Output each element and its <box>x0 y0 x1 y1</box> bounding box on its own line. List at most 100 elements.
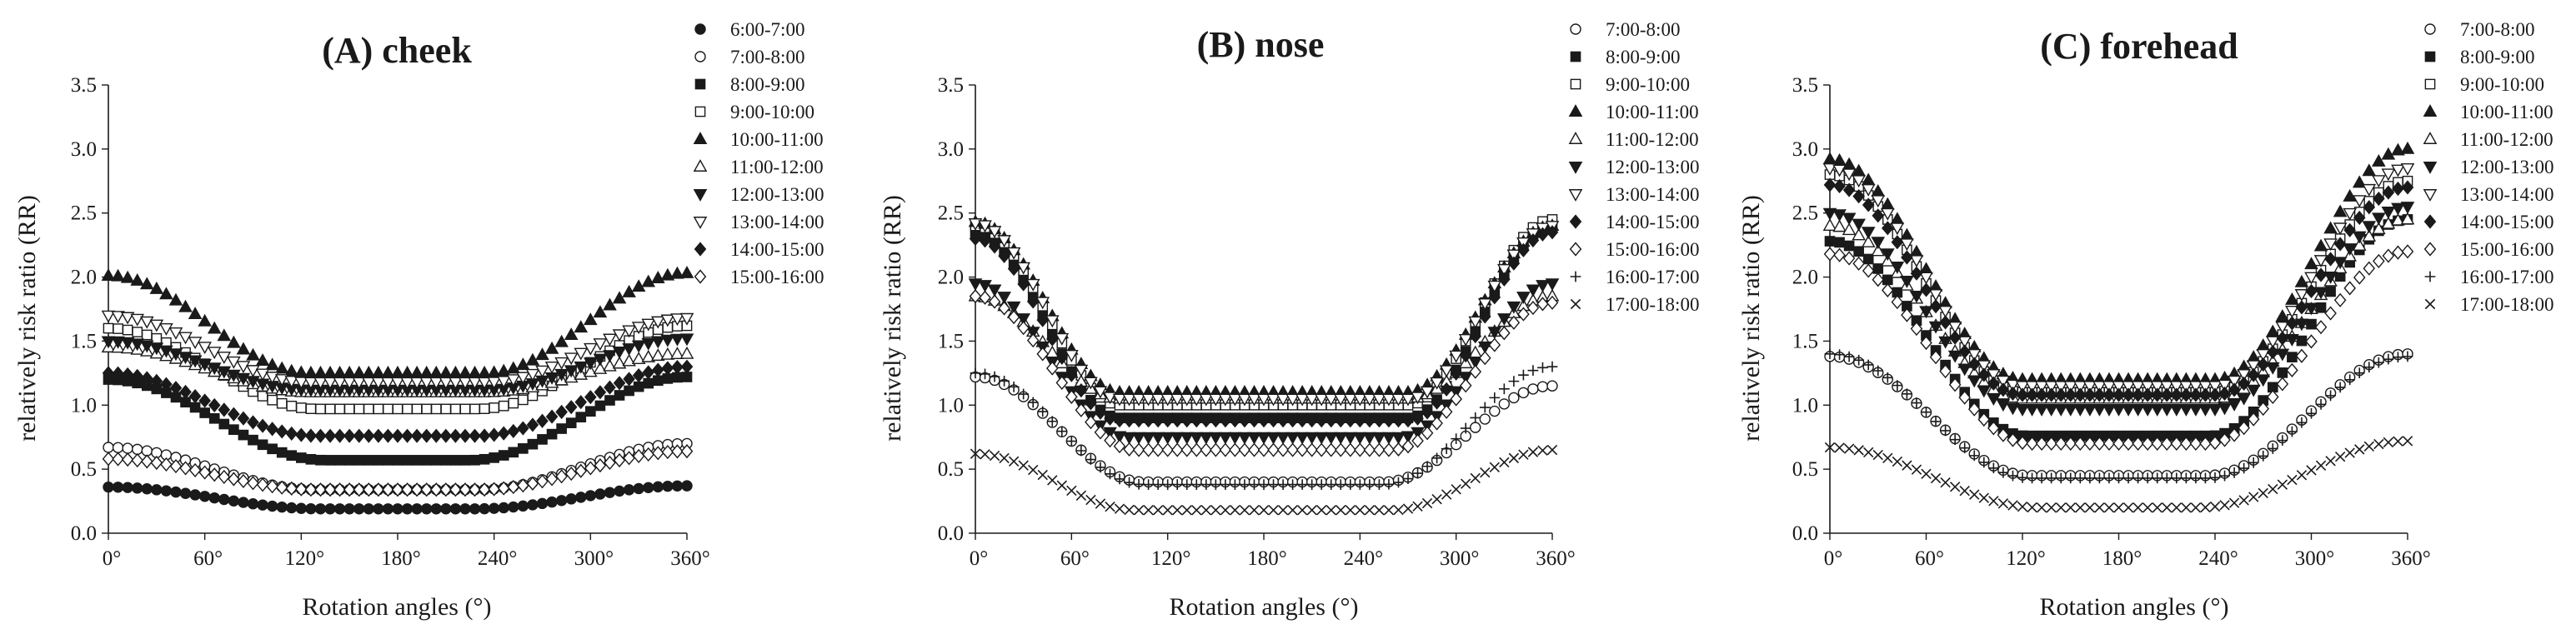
data-point <box>662 480 674 492</box>
data-point <box>276 397 288 409</box>
data-point <box>1199 432 1214 445</box>
data-point <box>2372 154 2386 167</box>
data-point <box>584 312 598 326</box>
data-point <box>998 248 1010 263</box>
data-point <box>536 413 549 428</box>
data-point <box>1527 447 1539 457</box>
data-point <box>1949 434 1961 446</box>
data-point <box>1411 427 1425 440</box>
data-point <box>1325 442 1338 457</box>
legend-marker <box>1570 23 1581 35</box>
data-point <box>2294 318 2309 332</box>
data-point <box>2373 357 2384 368</box>
data-point <box>1268 505 1279 516</box>
data-point <box>284 376 299 389</box>
panel-forehead: (C) forehead Rotation angles (°) relativ… <box>1737 19 2553 621</box>
data-point <box>527 438 539 450</box>
data-point <box>295 427 308 442</box>
data-point <box>1362 393 1377 407</box>
data-point <box>1987 376 2000 391</box>
data-point <box>2267 443 2278 454</box>
y-tick-label: 0.0 <box>71 522 97 545</box>
data-point <box>218 402 231 417</box>
legend-marker <box>2423 104 2438 117</box>
data-point <box>2035 387 2048 402</box>
data-point <box>1997 427 2010 442</box>
data-point <box>545 472 559 487</box>
x-tick-label: 0° <box>1824 547 1843 570</box>
data-point <box>2333 292 2347 307</box>
y-axis-label: relatively risk ratio (RR) <box>13 195 41 442</box>
data-point <box>594 488 606 500</box>
legend-marker <box>694 51 706 62</box>
data-point <box>537 434 548 445</box>
data-point <box>1285 393 1300 407</box>
legend-marker <box>2424 298 2436 310</box>
data-point <box>1420 386 1435 399</box>
data-point <box>1150 393 1165 407</box>
data-point <box>2313 255 2328 268</box>
data-point <box>652 375 664 387</box>
data-point <box>1373 413 1386 428</box>
data-point <box>2247 367 2260 382</box>
data-point <box>1104 433 1116 448</box>
data-point <box>1852 189 1865 204</box>
data-point <box>1526 284 1541 297</box>
data-point <box>1150 432 1165 445</box>
data-point <box>632 448 645 464</box>
data-point <box>989 450 1000 462</box>
data-point <box>2200 472 2211 484</box>
data-point <box>1546 225 1559 240</box>
data-point <box>1248 442 1260 457</box>
data-point <box>2015 403 2030 417</box>
data-point <box>2287 426 2298 437</box>
data-point <box>2352 231 2367 244</box>
legend-marker <box>693 132 708 144</box>
data-point <box>1822 162 1837 176</box>
data-point <box>179 384 192 400</box>
data-point <box>2391 202 2405 216</box>
data-point <box>1045 361 1059 376</box>
data-point <box>352 377 367 390</box>
data-point <box>1949 482 1961 492</box>
data-point <box>1911 397 1922 408</box>
data-point <box>497 426 510 441</box>
data-point <box>623 451 635 466</box>
data-point <box>2218 402 2232 416</box>
data-point <box>517 421 529 436</box>
legend-label: 15:00-16:00 <box>730 267 824 287</box>
data-point <box>2382 248 2395 263</box>
data-point <box>149 319 164 332</box>
data-point <box>2180 436 2193 451</box>
data-point <box>479 453 490 465</box>
data-point <box>1861 183 1876 197</box>
data-point <box>401 428 413 443</box>
data-point <box>1832 209 1847 222</box>
data-point <box>604 487 616 498</box>
data-point <box>1902 460 1912 471</box>
legend-label: 10:00-11:00 <box>2460 102 2553 122</box>
data-point <box>2027 472 2037 484</box>
data-point <box>2074 387 2087 402</box>
data-point <box>1142 413 1155 428</box>
data-point <box>361 377 376 390</box>
data-point <box>1411 411 1424 426</box>
data-point <box>1498 272 1511 287</box>
data-point <box>363 455 374 466</box>
data-point <box>1219 442 1232 457</box>
data-point <box>593 305 608 318</box>
data-point <box>1249 505 1260 516</box>
data-point <box>2294 289 2309 302</box>
data-point <box>1286 413 1299 428</box>
data-point <box>1900 238 1914 252</box>
data-point <box>1191 505 1202 516</box>
data-point <box>2334 382 2346 393</box>
data-point <box>574 463 588 478</box>
data-point <box>988 239 1001 254</box>
data-point <box>2016 435 2029 451</box>
data-point <box>998 301 1010 316</box>
data-point <box>2054 436 2067 451</box>
data-point <box>1487 280 1502 293</box>
data-point <box>2304 302 2318 316</box>
data-point <box>2150 381 2165 394</box>
